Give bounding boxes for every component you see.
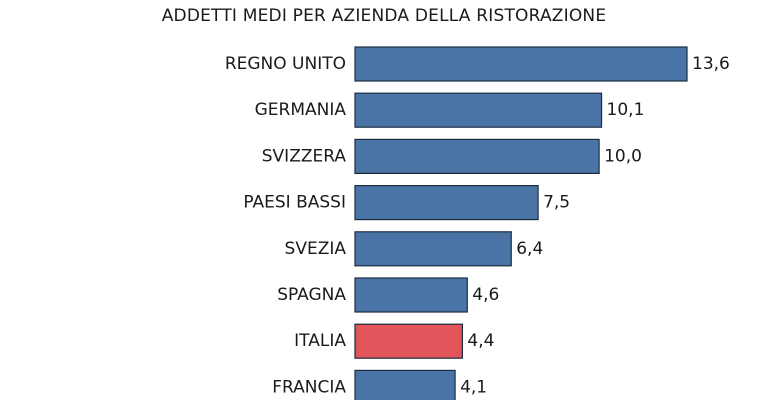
value-label: 10,1: [607, 100, 645, 120]
bar: [354, 277, 468, 313]
category-label: SVIZZERA: [262, 146, 347, 166]
bar: [354, 46, 688, 82]
value-label: 4,1: [460, 377, 487, 397]
value-label: 4,6: [472, 285, 499, 305]
category-label: FRANCIA: [272, 377, 346, 397]
value-label: 6,4: [516, 239, 543, 259]
category-label: SPAGNA: [277, 285, 346, 305]
category-label: GERMANIA: [255, 100, 347, 120]
value-label: 7,5: [543, 193, 570, 213]
bar: [354, 138, 600, 174]
value-label: 13,6: [692, 54, 730, 74]
bar: [354, 231, 512, 267]
category-label: ITALIA: [294, 331, 346, 351]
bar: [354, 92, 603, 128]
category-label: PAESI BASSI: [243, 193, 346, 213]
category-label: SVEZIA: [285, 239, 347, 259]
bar: [354, 369, 456, 400]
chart-title: ADDETTI MEDI PER AZIENDA DELLA RISTORAZI…: [161, 6, 607, 26]
bar: [354, 323, 464, 359]
bar: [354, 185, 539, 221]
value-label: 10,0: [604, 146, 642, 166]
value-label: 4,4: [467, 331, 494, 351]
category-label: REGNO UNITO: [225, 54, 346, 74]
bars-group: REGNO UNITO 13,6 GERMANIA 10,1 SVIZZERA 10,0 P…: [225, 46, 730, 400]
